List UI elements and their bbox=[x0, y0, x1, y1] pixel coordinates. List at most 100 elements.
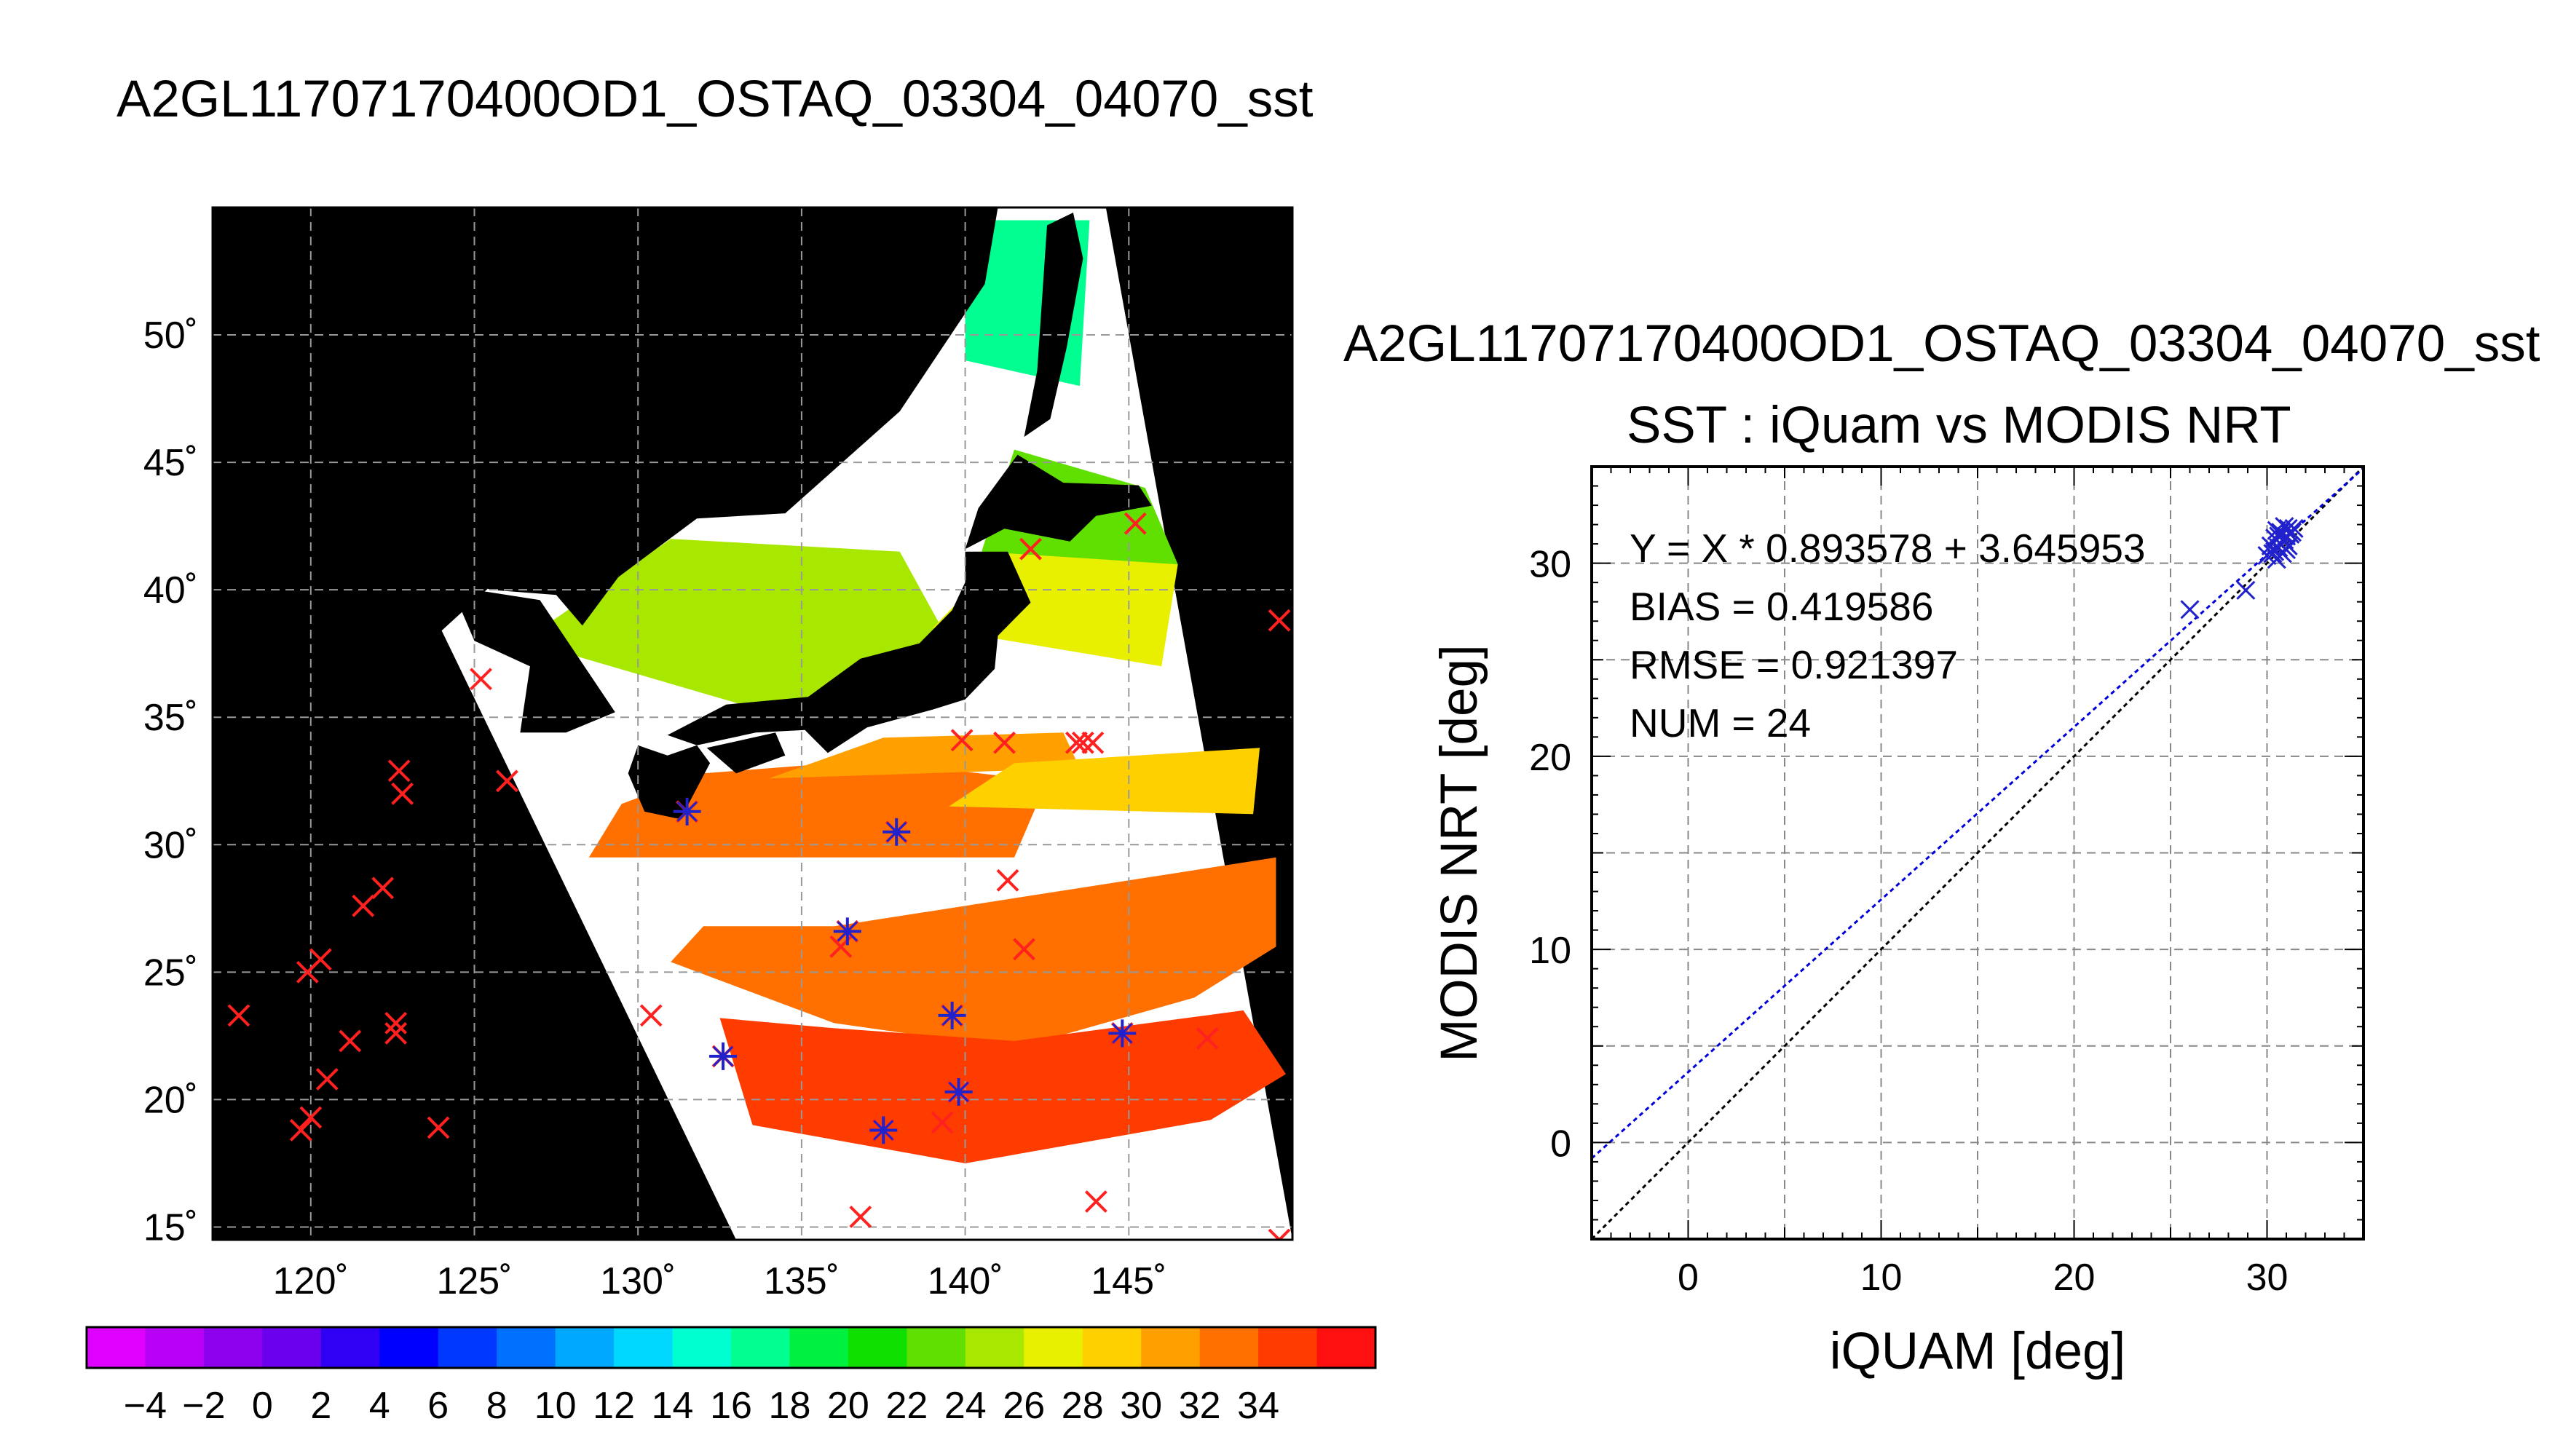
one-to-one-line bbox=[1592, 467, 2364, 1239]
insitu-marker bbox=[1268, 1228, 1291, 1240]
stat-line: Y = X * 0.893578 + 3.645953 bbox=[1630, 526, 2146, 571]
insitu-marker bbox=[1019, 537, 1042, 561]
colorbar-segment bbox=[731, 1327, 790, 1368]
colorbar-segment bbox=[438, 1327, 497, 1368]
colorbar-segment bbox=[1199, 1327, 1259, 1368]
x-tick-label: 135˚ bbox=[764, 1260, 840, 1302]
insitu-marker bbox=[299, 1106, 323, 1129]
insitu-marker bbox=[1124, 512, 1147, 535]
x-tick-label: 125˚ bbox=[436, 1260, 512, 1302]
modis-marker bbox=[869, 1116, 898, 1144]
colorbar-segment bbox=[848, 1327, 907, 1368]
insitu-marker bbox=[1081, 731, 1105, 754]
scatter-point bbox=[2263, 544, 2283, 563]
insitu-marker bbox=[496, 769, 518, 793]
y-tick-label: 0 bbox=[1550, 1123, 1571, 1165]
colorbar-segment bbox=[672, 1327, 732, 1368]
sst-pixels bbox=[719, 1010, 1286, 1163]
x-tick-label: 130˚ bbox=[600, 1260, 676, 1302]
x-tick-label: 120˚ bbox=[273, 1260, 349, 1302]
y-tick-label: 10 bbox=[1529, 930, 1571, 972]
insitu-marker bbox=[639, 1004, 663, 1027]
colorbar-tick-label: 22 bbox=[885, 1385, 928, 1427]
y-tick-label: 15˚ bbox=[143, 1206, 198, 1249]
y-tick-label: 20 bbox=[1529, 737, 1571, 779]
land-mask bbox=[706, 732, 786, 774]
colorbar-tick-label: 4 bbox=[369, 1385, 390, 1427]
colorbar-tick-label: 30 bbox=[1120, 1385, 1162, 1427]
colorbar-frame bbox=[85, 1326, 1377, 1369]
colorbar-tick-label: 16 bbox=[710, 1385, 752, 1427]
modis-marker bbox=[1108, 1019, 1137, 1048]
y-tick-label: 30˚ bbox=[143, 824, 198, 866]
land-mask bbox=[458, 587, 615, 733]
scatter-point bbox=[2278, 536, 2298, 555]
colorbar-tick-label: 18 bbox=[769, 1385, 811, 1427]
colorbar-segment bbox=[1141, 1327, 1201, 1368]
y-tick-label: 30 bbox=[1529, 544, 1571, 586]
colorbar-segment bbox=[497, 1327, 556, 1368]
colorbar-tick-label: 32 bbox=[1179, 1385, 1221, 1427]
colorbar-segment bbox=[555, 1327, 615, 1368]
scatter-point bbox=[2267, 521, 2286, 540]
colorbar-segment bbox=[379, 1327, 439, 1368]
colorbar-segment bbox=[614, 1327, 674, 1368]
scatter-point bbox=[2180, 600, 2200, 620]
colorbar-segment bbox=[87, 1327, 146, 1368]
colorbar-tick-label: −4 bbox=[124, 1385, 167, 1427]
land-mask bbox=[965, 454, 1152, 550]
sst-pixels bbox=[588, 760, 1047, 858]
map-title: A2GL11707170400OD1_OSTAQ_03304_04070_sst bbox=[117, 71, 1314, 128]
stat-line: NUM = 24 bbox=[1630, 700, 1811, 745]
colorbar-segment bbox=[320, 1327, 380, 1368]
colorbar-segment bbox=[907, 1327, 966, 1368]
colorbar-tick-label: 2 bbox=[310, 1385, 331, 1427]
insitu-marker bbox=[227, 1004, 250, 1027]
sst-map: 120˚ 125˚ 130˚ 135˚ 140˚ 145˚ 15˚ 20˚ 25˚ 30˚ 35˚… bbox=[85, 206, 1377, 1427]
insitu-marker bbox=[1084, 1190, 1107, 1213]
colorbar-tick-label: 8 bbox=[486, 1385, 508, 1427]
scatter-header: A2GL11707170400OD1_OSTAQ_03304_04070_sst bbox=[1343, 315, 2540, 373]
colorbar-tick-label: 12 bbox=[593, 1385, 635, 1427]
colorbar-segment bbox=[1024, 1327, 1083, 1368]
y-tick-label: 25˚ bbox=[143, 951, 198, 994]
insitu-marker bbox=[315, 1068, 339, 1091]
insitu-marker bbox=[384, 1011, 408, 1034]
insitu-marker bbox=[1013, 938, 1035, 961]
scatter-point bbox=[2284, 518, 2304, 538]
sst-pixels bbox=[671, 857, 1276, 1049]
stat-line: BIAS = 0.419586 bbox=[1630, 584, 1933, 629]
colorbar-tick-label: 26 bbox=[1003, 1385, 1045, 1427]
x-tick-label: 140˚ bbox=[928, 1260, 1003, 1302]
colorbar-segment bbox=[262, 1327, 322, 1368]
insitu-marker bbox=[931, 1111, 954, 1134]
modis-marker bbox=[673, 797, 701, 826]
modis-marker bbox=[938, 1001, 966, 1029]
insitu-marker bbox=[309, 948, 332, 971]
colorbar-tick-label: 20 bbox=[827, 1385, 869, 1427]
insitu-marker bbox=[384, 1021, 408, 1045]
insitu-marker bbox=[427, 1116, 450, 1139]
land-mask bbox=[667, 551, 1031, 753]
sst-pixels bbox=[949, 748, 1260, 815]
modis-marker bbox=[882, 818, 911, 846]
x-tick-label: 20 bbox=[2053, 1257, 2096, 1299]
insitu-marker bbox=[371, 877, 395, 900]
colorbar-tick-label: 28 bbox=[1062, 1385, 1104, 1427]
colorbar-tick-label: 6 bbox=[427, 1385, 449, 1427]
modis-marker bbox=[944, 1077, 973, 1106]
y-tick-label: 45˚ bbox=[143, 442, 198, 484]
colorbar-segment bbox=[1258, 1327, 1318, 1368]
y-tick-label: 35˚ bbox=[143, 697, 198, 739]
colorbar-segment bbox=[789, 1327, 849, 1368]
modis-marker bbox=[709, 1042, 738, 1070]
insitu-marker bbox=[1071, 731, 1094, 754]
insitu-marker bbox=[339, 1029, 362, 1053]
insitu-marker bbox=[352, 894, 375, 917]
scatter-point bbox=[2236, 580, 2256, 600]
map-frame bbox=[211, 206, 1294, 1241]
y-axis-label: MODIS NRT [deg] bbox=[1431, 644, 1488, 1061]
scatter-point bbox=[2276, 539, 2297, 560]
y-tick-label: 40˚ bbox=[143, 569, 198, 612]
insitu-marker bbox=[996, 869, 1019, 892]
